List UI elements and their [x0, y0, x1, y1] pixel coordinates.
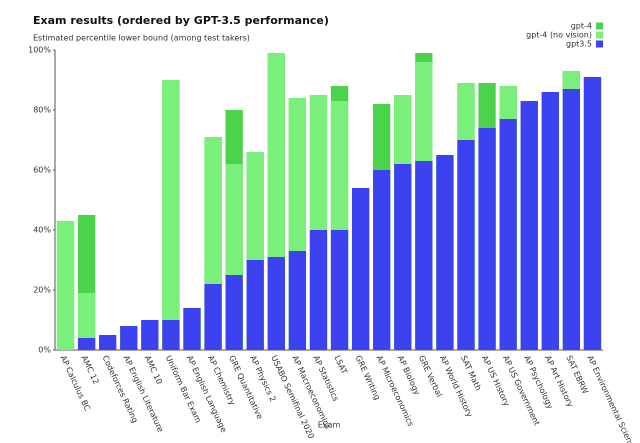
bar	[120, 326, 138, 350]
bar	[351, 188, 370, 350]
legend-swatch	[596, 22, 603, 30]
bar	[162, 80, 180, 350]
legend-swatch	[596, 40, 603, 48]
bar	[77, 338, 96, 350]
bar	[499, 119, 517, 350]
y-tick-label: 20%	[33, 286, 51, 295]
bar	[204, 284, 222, 350]
bar	[225, 275, 243, 350]
x-axis-label: Exam	[318, 421, 341, 430]
bar	[436, 155, 454, 350]
bar	[99, 335, 117, 350]
bar	[541, 92, 559, 350]
y-tick-label: 80%	[33, 106, 51, 115]
y-tick-label: 40%	[33, 226, 51, 235]
x-tick-label: LSAT	[332, 354, 348, 376]
bar	[183, 308, 201, 350]
legend-label: gpt3.5	[566, 40, 592, 49]
bar	[520, 101, 538, 350]
x-tick-label: SAT Math	[459, 354, 483, 392]
bar	[457, 140, 475, 350]
legend-swatch	[596, 31, 603, 39]
bar	[562, 89, 581, 350]
y-tick-label: 60%	[33, 166, 51, 175]
chart-subtitle: Estimated percentile lower bound (among …	[33, 34, 250, 43]
x-tick-label: AMC 10	[143, 354, 164, 386]
x-tick-label: AP Environmental Science	[585, 354, 637, 443]
bar	[162, 320, 180, 350]
bar	[77, 293, 96, 350]
bar	[415, 161, 433, 350]
bar	[373, 170, 391, 350]
legend-label: gpt-4	[571, 22, 592, 31]
bar	[246, 260, 264, 350]
chart-title: Exam results (ordered by GPT-3.5 perform…	[33, 14, 329, 27]
bar	[309, 230, 328, 350]
bar	[267, 257, 285, 350]
bar	[56, 221, 75, 350]
bar	[394, 164, 412, 350]
bar	[141, 320, 159, 350]
bar	[478, 128, 496, 350]
y-tick-label: 100%	[28, 46, 51, 55]
bar	[330, 230, 349, 350]
bar	[583, 77, 602, 350]
x-tick-label: AMC 12	[80, 354, 101, 386]
y-tick-label: 0%	[38, 346, 51, 355]
bar	[288, 251, 307, 350]
legend-label: gpt-4 (no vision)	[526, 31, 592, 40]
